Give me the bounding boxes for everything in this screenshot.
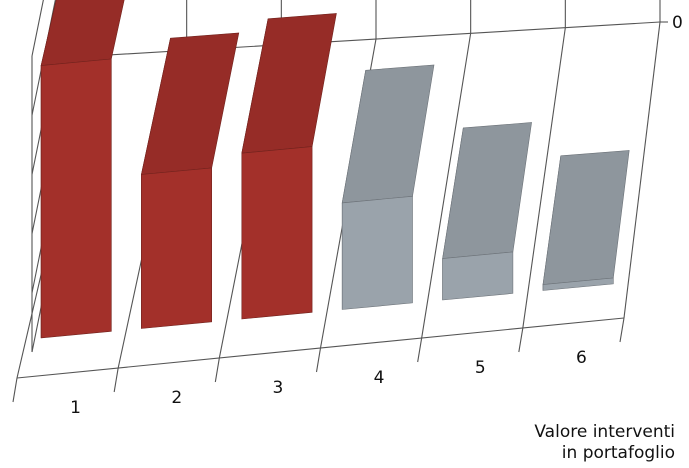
x-tick-label: 3 xyxy=(273,378,284,398)
bar-top xyxy=(542,150,630,285)
bar-6 xyxy=(542,150,630,291)
bar-1 xyxy=(40,0,125,339)
x-tick-mark xyxy=(315,347,322,373)
bars xyxy=(40,0,630,339)
floor-line xyxy=(421,33,472,339)
floor-line xyxy=(623,21,661,319)
x-tick-label: 2 xyxy=(171,388,182,408)
bar-2 xyxy=(141,32,240,329)
bar-4 xyxy=(341,64,435,310)
bar-top xyxy=(141,32,240,175)
gridline xyxy=(31,0,56,116)
bar-top xyxy=(442,122,532,259)
x-tick-mark xyxy=(113,367,119,393)
x-tick-mark xyxy=(12,377,18,403)
bar-front xyxy=(542,277,614,291)
bar-5 xyxy=(442,122,532,301)
bar-front xyxy=(141,167,212,329)
bar-front xyxy=(442,251,514,301)
bar-front xyxy=(241,146,313,320)
bar-top xyxy=(241,13,337,154)
x-tick-label: 4 xyxy=(374,368,385,388)
caption-line-1: Valore interventi xyxy=(534,422,675,442)
floor-line xyxy=(522,27,566,329)
bar-top xyxy=(341,64,435,204)
y-tick-label: 0 xyxy=(672,13,683,33)
x-tick-mark xyxy=(417,337,423,363)
chart-caption: Valore interventi in portafoglio xyxy=(435,422,675,464)
x-tick-mark xyxy=(518,327,524,353)
bar-top xyxy=(40,0,125,66)
x-tick-label: 6 xyxy=(576,348,587,368)
ticks: 01020304050123456 xyxy=(70,13,683,418)
caption-line-2: in portafoglio xyxy=(561,443,675,463)
x-tick-label: 1 xyxy=(70,398,81,418)
bar-3 xyxy=(241,13,337,320)
bar-front xyxy=(40,58,112,339)
x-tick-label: 5 xyxy=(475,358,486,378)
bar-front xyxy=(341,195,413,310)
x-tick-mark xyxy=(214,357,220,383)
x-tick-mark xyxy=(619,317,625,343)
